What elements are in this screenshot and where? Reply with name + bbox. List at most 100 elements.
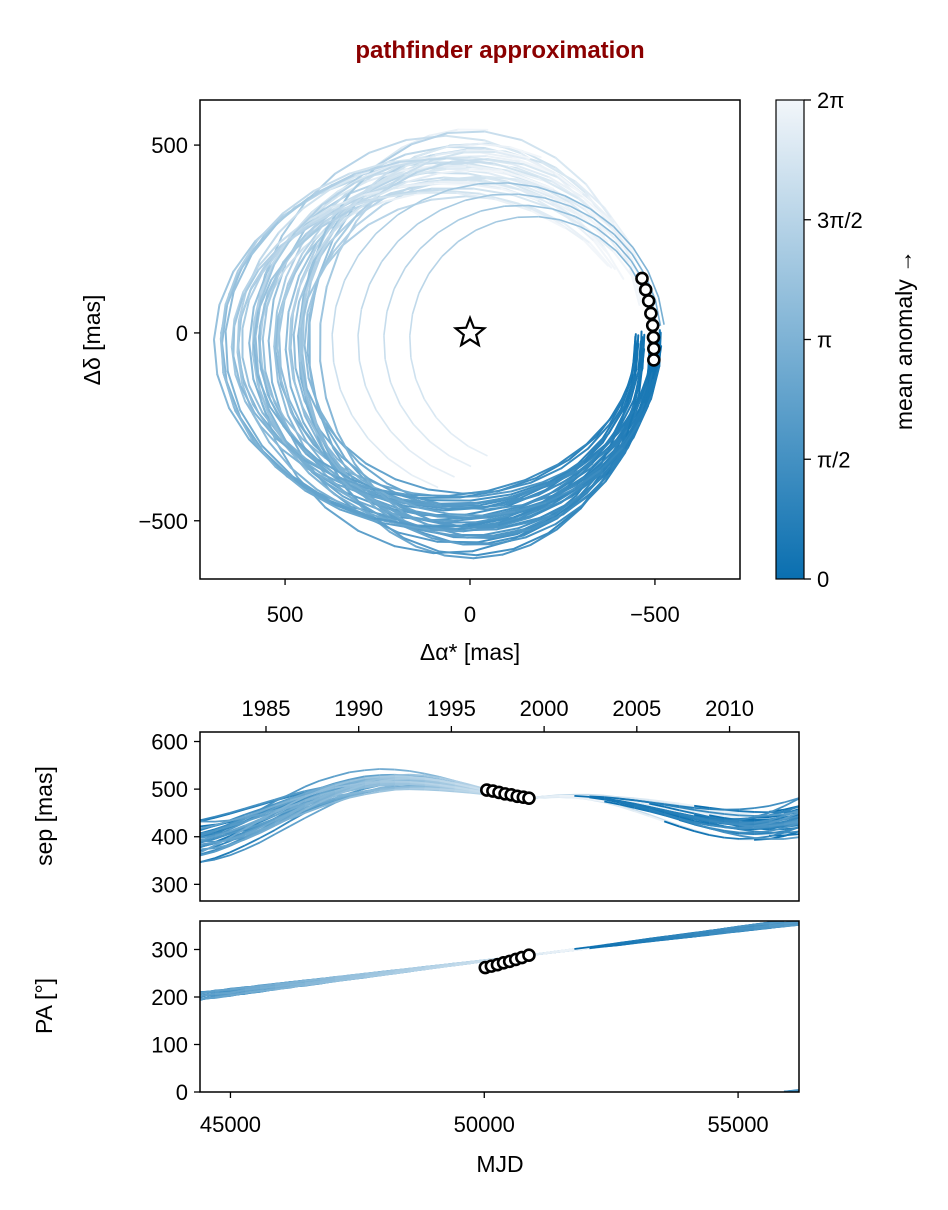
sky-orbit-segment bbox=[375, 214, 399, 235]
sep-model-segment bbox=[768, 817, 785, 825]
sky-orbit-segment bbox=[387, 494, 420, 509]
sky-orbit-segment bbox=[575, 463, 605, 487]
sky-orbit-segment bbox=[281, 189, 315, 215]
sep-model-segment bbox=[754, 837, 770, 840]
sky-orbit-segment bbox=[367, 437, 389, 460]
sky-orbit-segment bbox=[416, 160, 454, 174]
sky-orbit-segment bbox=[224, 330, 229, 373]
sep-model-segment bbox=[424, 785, 440, 789]
sky-orbit-segment bbox=[477, 151, 515, 159]
sky-orbit-segment bbox=[573, 469, 602, 490]
sky-orbit-segment bbox=[262, 450, 295, 481]
sky-orbit-segment bbox=[440, 199, 466, 211]
sky-orbit-segment bbox=[377, 165, 407, 184]
sky-orbit-segment bbox=[527, 183, 568, 204]
sep-model-segment bbox=[693, 830, 710, 836]
sky-orbit-segment bbox=[248, 384, 264, 414]
sep-model-segment bbox=[768, 813, 785, 817]
sep-model-segment bbox=[783, 805, 799, 813]
sky-orbit-segment bbox=[402, 537, 441, 553]
sky-orbit-segment bbox=[331, 334, 335, 363]
pa-model-segment bbox=[379, 971, 395, 975]
sky-orbit-segment bbox=[264, 370, 276, 404]
sky-observation-point bbox=[638, 282, 653, 297]
sky-orbit-segment bbox=[566, 216, 596, 242]
sep-model-segment bbox=[739, 825, 755, 829]
colorbar-label: mean anomaly → bbox=[891, 250, 917, 430]
sky-orbit-segment bbox=[510, 480, 551, 496]
colorbar: 0 π/2 π 3π/2 2π mean anomaly → bbox=[775, 88, 917, 592]
sky-orbit-segment bbox=[248, 342, 255, 381]
sky-orbit-segment bbox=[338, 508, 379, 524]
sep-model-segment bbox=[259, 804, 276, 813]
sky-orbit-segment bbox=[270, 250, 294, 281]
sky-orbit-segment bbox=[427, 499, 472, 502]
sky-orbit-segment bbox=[610, 407, 628, 439]
pa-model-segment bbox=[768, 925, 785, 929]
sky-orbit-segment bbox=[524, 523, 557, 539]
pa-ytick-label: 0 bbox=[176, 1080, 188, 1105]
sky-orbit-segment bbox=[344, 457, 372, 487]
sep-model-segment bbox=[619, 804, 635, 811]
sep-model-segment bbox=[783, 810, 799, 816]
sky-orbit-segment bbox=[304, 489, 341, 511]
sep-model-segment bbox=[200, 849, 216, 856]
sky-orbit-segment bbox=[351, 414, 369, 439]
sky-orbit-segment bbox=[552, 208, 576, 218]
sky-orbit-segment bbox=[254, 335, 260, 375]
sky-orbit-segment bbox=[433, 182, 473, 187]
sky-orbit-segment bbox=[288, 398, 306, 432]
pa-plot: 300 200 100 0 45000 50000 55000 MJD PA [°] bbox=[31, 920, 800, 1177]
sky-orbit-segment bbox=[258, 360, 269, 396]
sky-orbit-segment bbox=[379, 484, 414, 495]
sky-orbit-segment bbox=[430, 525, 463, 536]
sep-model-segment bbox=[304, 794, 321, 802]
sep-model-segment bbox=[244, 810, 261, 818]
sky-orbit-segment bbox=[333, 493, 365, 513]
sky-orbit-segment bbox=[319, 359, 327, 399]
sky-orbit-segment bbox=[467, 164, 503, 172]
sep-model-segment bbox=[708, 827, 725, 834]
sky-orbit-segment bbox=[452, 516, 488, 522]
sky-orbit-segment bbox=[304, 394, 318, 429]
sep-model-segment bbox=[754, 833, 770, 837]
sky-orbit-segment bbox=[446, 157, 496, 165]
sky-orbit-segment bbox=[290, 288, 300, 320]
sep-model-segment bbox=[574, 796, 590, 801]
pa-model-segment bbox=[244, 985, 260, 989]
sky-orbit-segment bbox=[383, 335, 386, 360]
sky-orbit-segment bbox=[554, 172, 583, 195]
sky-orbit-segment bbox=[241, 356, 251, 387]
sky-observation-point bbox=[647, 341, 661, 356]
sky-orbit-segment bbox=[434, 531, 469, 539]
sky-orbit-segment bbox=[477, 496, 516, 507]
sky-orbit-segment bbox=[481, 179, 522, 191]
sky-orbit-segment bbox=[236, 239, 259, 273]
sky-orbit-segment bbox=[331, 203, 355, 232]
sep-model-segment bbox=[334, 780, 350, 787]
sky-orbit-segment bbox=[410, 132, 449, 146]
sep-model-segment bbox=[274, 812, 291, 822]
sep-model-segment bbox=[604, 800, 620, 806]
sky-orbit-segment bbox=[276, 314, 281, 350]
sep-model-segment bbox=[664, 805, 680, 812]
sky-orbit-segment bbox=[450, 432, 469, 447]
sky-orbit-segment bbox=[320, 203, 347, 229]
sep-model-segment bbox=[229, 807, 246, 814]
sep-model-segment bbox=[694, 811, 710, 817]
sky-ytick-label: −500 bbox=[138, 509, 188, 534]
sky-orbit-segment bbox=[394, 478, 430, 491]
sep-model-segment bbox=[649, 798, 665, 803]
sky-ticks: 500 0 −500 500 0 −500 bbox=[138, 133, 679, 627]
sep-model-segment bbox=[664, 800, 680, 805]
sep-model-segment bbox=[289, 785, 306, 796]
sky-orbit-segment bbox=[334, 151, 371, 175]
sky-orbit-segment bbox=[583, 432, 610, 462]
sky-orbit-segment bbox=[301, 406, 319, 436]
sky-orbit-segment bbox=[232, 355, 242, 387]
sep-model-segment bbox=[274, 820, 291, 831]
sep-model-segment bbox=[769, 822, 785, 825]
sky-orbit-segment bbox=[422, 188, 451, 201]
sky-orbit-segment bbox=[428, 255, 443, 275]
sep-model-segment bbox=[259, 799, 276, 807]
